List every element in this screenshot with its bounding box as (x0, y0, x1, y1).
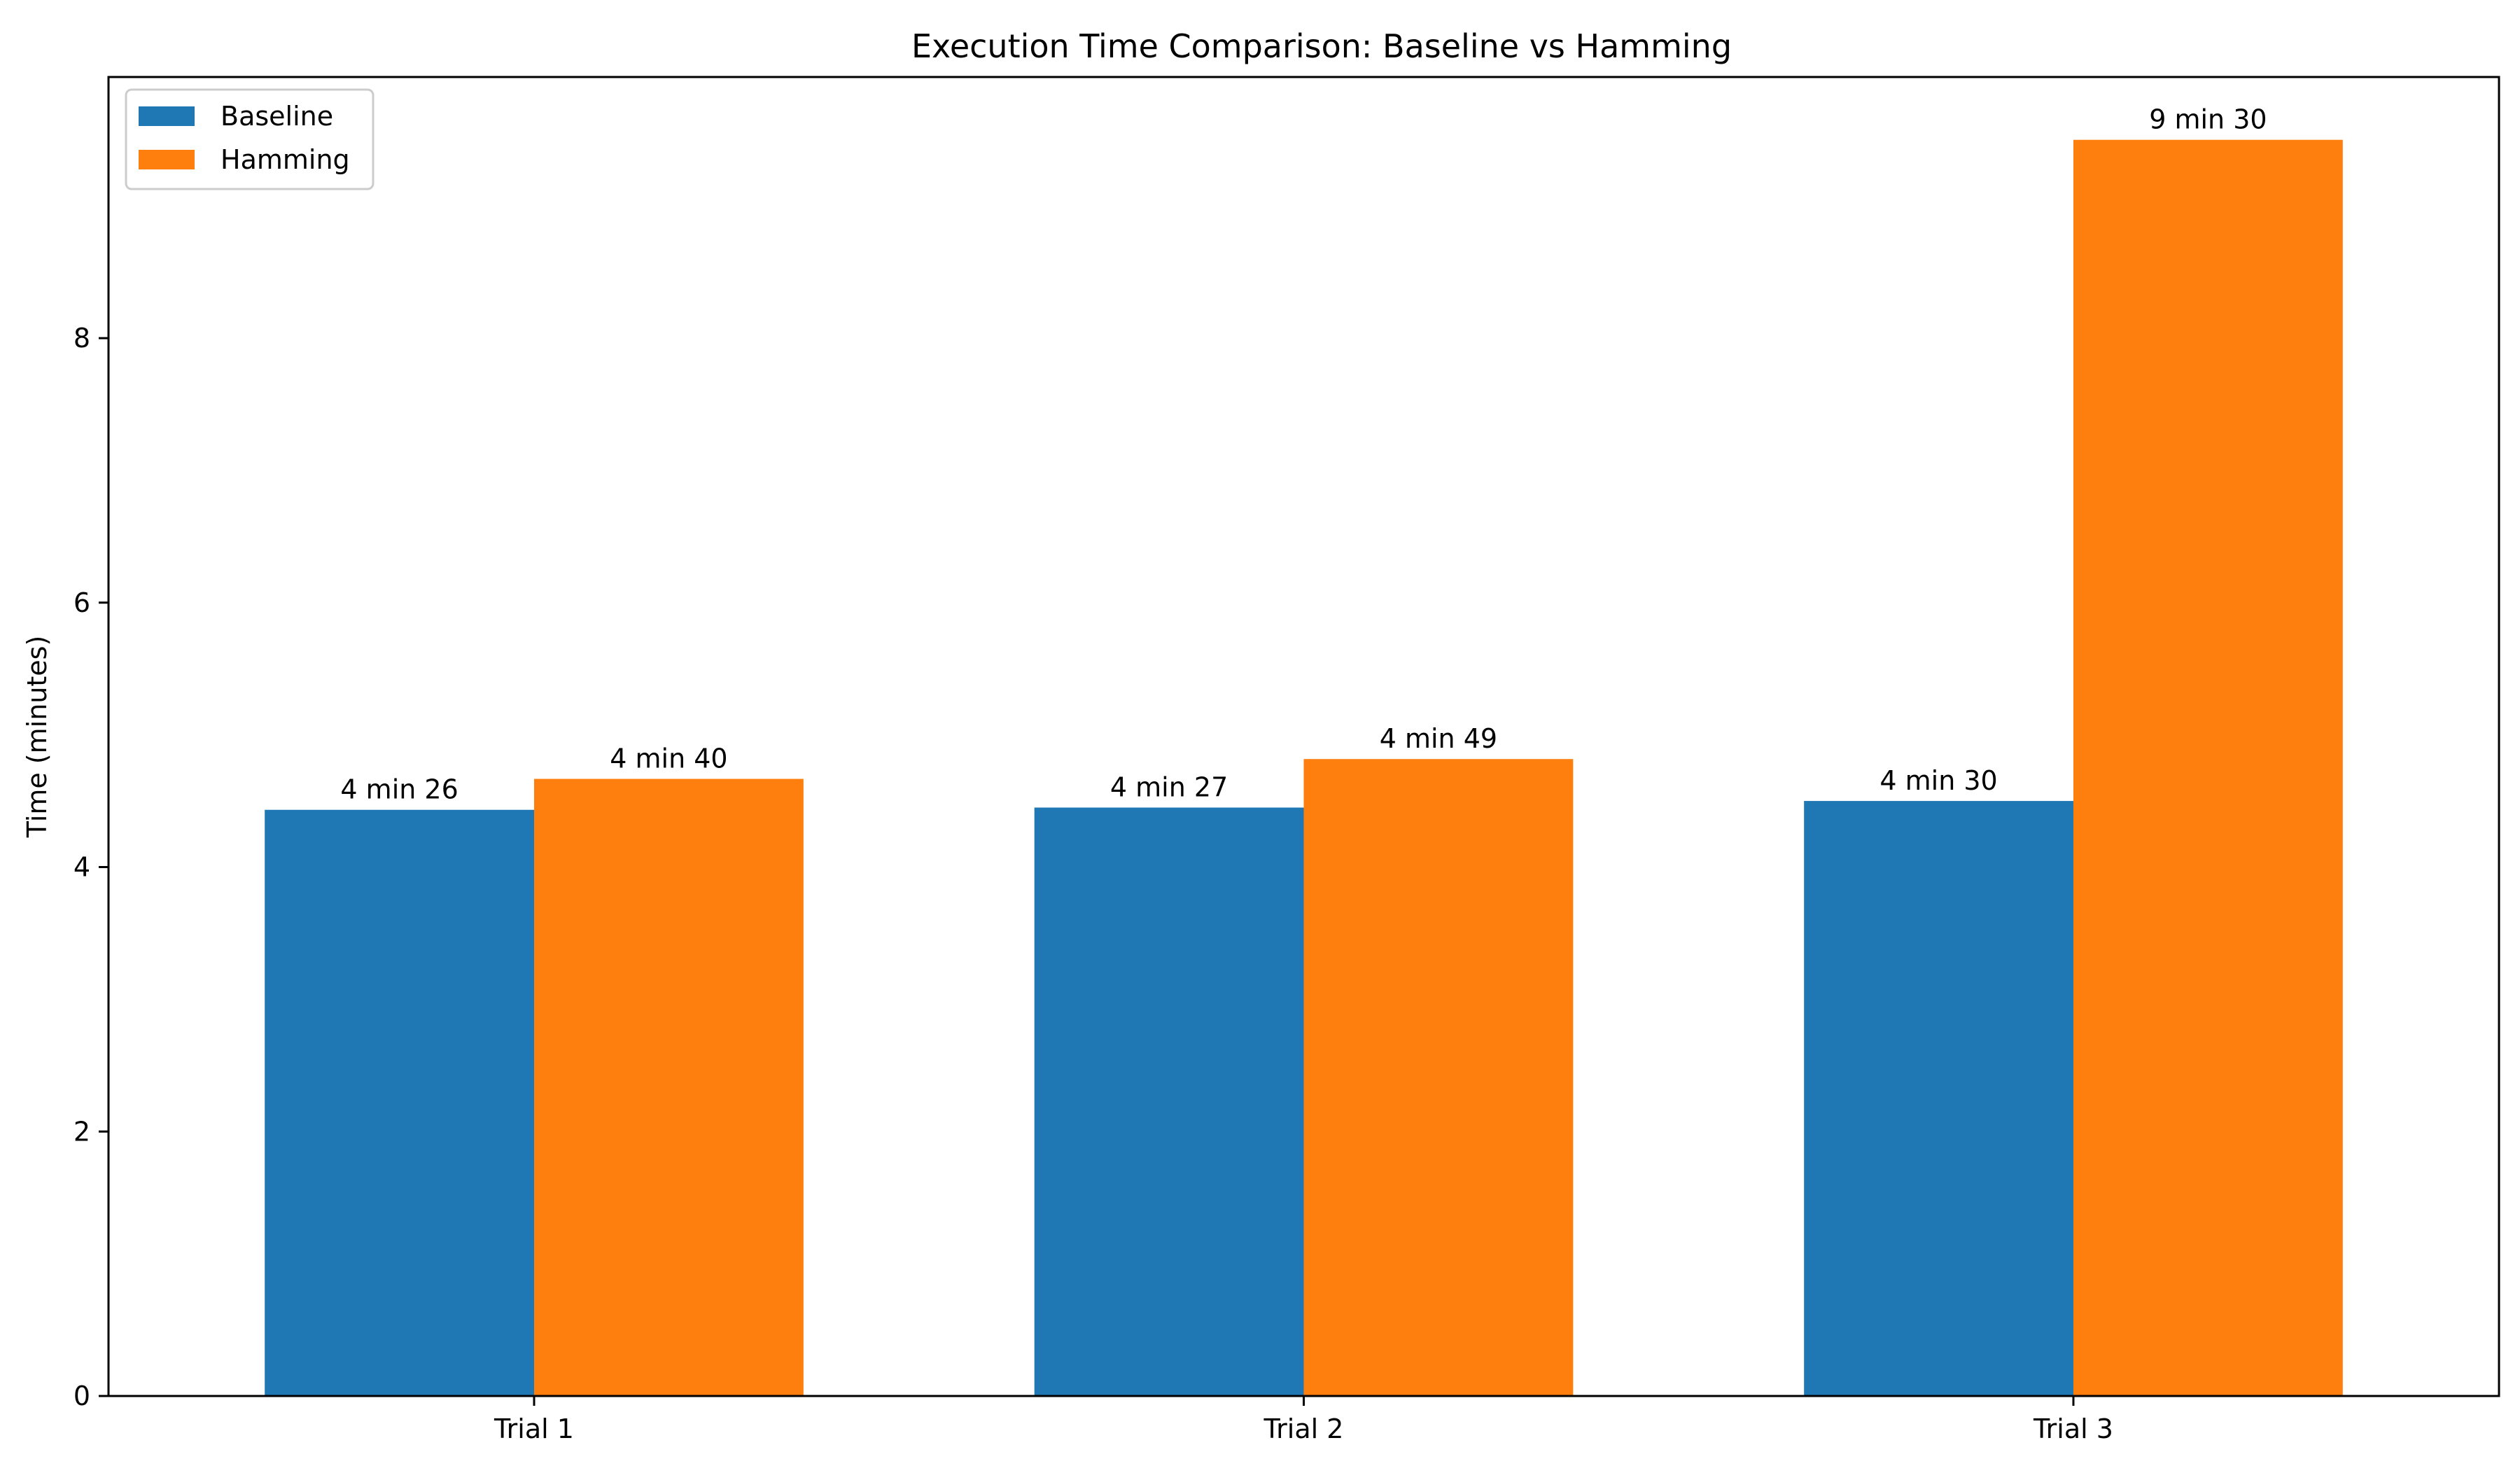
data-label: 4 min 26 (340, 774, 458, 805)
y-axis-label: Time (minutes) (22, 636, 52, 839)
x-tick-label: Trial 3 (2033, 1413, 2113, 1444)
y-tick-label: 0 (74, 1381, 90, 1411)
y-axis-ticks: 0 2 4 6 8 (74, 323, 108, 1411)
y-tick-label: 4 (74, 852, 90, 883)
data-labels-layer: 4 min 26 4 min 27 4 min 30 4 min 40 4 min 49… (340, 104, 2267, 805)
data-label: 9 min 30 (2149, 104, 2267, 135)
legend-swatch-baseline (139, 106, 195, 126)
legend-label-hamming: Hamming (220, 144, 350, 175)
bar-hamming-1 (534, 779, 804, 1396)
x-tick-label: Trial 1 (493, 1413, 574, 1444)
legend-swatch-hamming (139, 150, 195, 169)
y-tick-label: 2 (74, 1116, 90, 1147)
bar-hamming-2 (1303, 759, 1574, 1396)
bar-hamming-3 (2073, 139, 2343, 1397)
data-label: 4 min 49 (1380, 723, 1497, 754)
bar-baseline-1 (265, 809, 535, 1396)
bars-layer (265, 139, 2343, 1397)
y-tick-label: 6 (74, 587, 90, 618)
data-label: 4 min 40 (610, 744, 727, 774)
chart-title: Execution Time Comparison: Baseline vs H… (911, 27, 1732, 65)
y-tick-label: 8 (74, 323, 90, 354)
legend: Baseline Hamming (125, 88, 374, 190)
bar-baseline-2 (1034, 807, 1304, 1396)
x-axis-ticks: Trial 1 Trial 2 Trial 3 (493, 1396, 2113, 1444)
data-label: 4 min 27 (1110, 772, 1228, 803)
x-tick-label: Trial 2 (1264, 1413, 1344, 1444)
data-label: 4 min 30 (1879, 765, 1997, 796)
bar-baseline-3 (1804, 801, 2073, 1396)
legend-label-baseline: Baseline (220, 101, 333, 132)
